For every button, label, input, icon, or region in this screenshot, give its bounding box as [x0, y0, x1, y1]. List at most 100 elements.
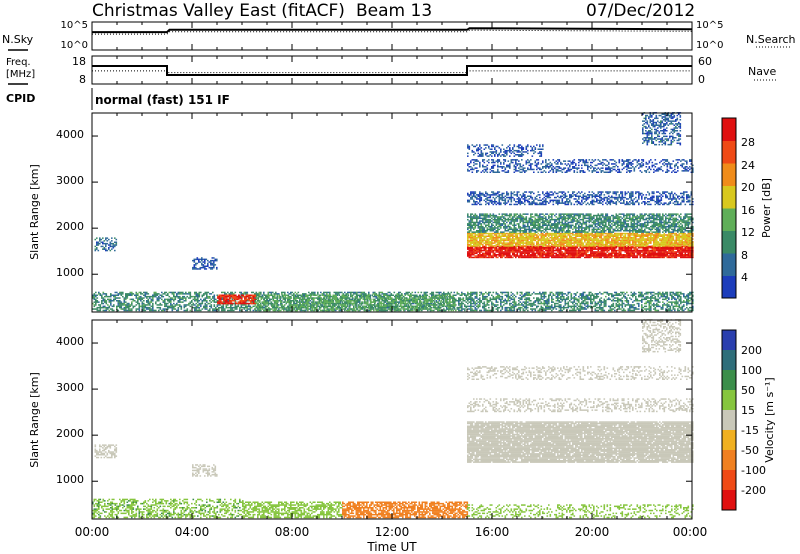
power-cells-cell-r0 — [287, 306, 289, 308]
power-cells-cell-r0 — [131, 299, 133, 301]
power-cells-cell-r0 — [641, 292, 643, 294]
power-cells-cell-r0 — [224, 292, 226, 294]
power-cells-cell-r0 — [230, 293, 232, 295]
power-cells-cell-r0 — [179, 296, 181, 298]
power-cells-cell-r0 — [377, 308, 379, 310]
power-cells-cell-r0 — [581, 299, 583, 301]
power-cells-cell-r0 — [482, 307, 484, 309]
power-cells-cell-r0 — [197, 300, 199, 302]
power-cells-cell-r0 — [565, 304, 567, 306]
power-cells-cell-r0 — [310, 303, 312, 305]
power-cells-cell-r0 — [197, 310, 199, 312]
power-cells-cell-r0 — [131, 308, 133, 310]
power-cells-cell-r0 — [145, 292, 147, 294]
power-cells-cell-r1 — [231, 296, 233, 298]
power-cells-cell-r0 — [194, 292, 196, 294]
power-cells-cell-r0 — [128, 306, 130, 308]
power-cells-cell-r0 — [214, 310, 216, 312]
power-cells-cell-r0 — [104, 293, 106, 295]
power-cells-cell-r0 — [676, 299, 678, 301]
power-cells-cell-r0 — [98, 293, 100, 295]
power-cells-cell-r0 — [676, 301, 678, 303]
power-cells-cell-r0 — [298, 292, 300, 294]
power-cells-cell-r0 — [658, 299, 660, 301]
power-cells-cell-r0 — [541, 297, 543, 299]
power-cells-cell-r0 — [488, 301, 490, 303]
power-cells-cell-r0 — [344, 292, 346, 294]
power-cells-cell-r0 — [512, 304, 514, 306]
power-cells-cell-r1 — [219, 301, 221, 303]
power-cells-cell-r0 — [679, 300, 681, 302]
power-cells-cell-r0 — [137, 308, 139, 310]
power-cells-cell-r0 — [581, 307, 583, 309]
power-cells-cell-r1 — [225, 300, 227, 302]
power-cells-cell-r0 — [140, 299, 142, 301]
power-cells-cell-r0 — [341, 292, 343, 294]
power-cells-cell-r0 — [361, 293, 363, 295]
power-cells-cell-r0 — [139, 292, 141, 294]
power-cells-cell-r0 — [223, 310, 225, 312]
power-cells-cell-r0 — [358, 295, 360, 297]
power-cells-cell-r0 — [479, 299, 481, 301]
power-cells-cell-r0 — [499, 307, 501, 309]
power-cells-cell-r0 — [460, 295, 462, 297]
power-cells-cell-r0 — [538, 297, 540, 299]
power-cells-cell-r0 — [394, 292, 396, 294]
power-cells-cell-r0 — [112, 308, 114, 310]
power-cells-cell-r0 — [565, 300, 567, 302]
power-cells-cell-r0 — [545, 306, 547, 308]
power-cells-cell-r0 — [628, 304, 630, 306]
power-cells-cell-r0 — [398, 292, 400, 294]
power-cells-cell-r0 — [179, 304, 181, 306]
power-cells-cell-r0 — [595, 296, 597, 298]
power-cells-cell-r0 — [163, 296, 165, 298]
power-cells-cell-r0 — [488, 304, 490, 306]
power-cells-cell-r0 — [269, 300, 271, 302]
power-cells-cell-r0 — [382, 292, 384, 294]
power-cells-cell-r0 — [598, 296, 600, 298]
power-cells-cell-r0 — [650, 296, 652, 298]
power-cells-cell-r0 — [127, 307, 129, 309]
power-cells-cell-r0 — [646, 308, 648, 310]
power-cells-cell-r0 — [272, 296, 274, 298]
power-cells-cell-r0 — [212, 297, 214, 299]
power-cells-cell-r0 — [674, 293, 676, 295]
power-cells-cell-r0 — [650, 310, 652, 312]
power-cells-cell-r0 — [121, 301, 123, 303]
power-cells-cell-r0 — [646, 297, 648, 299]
power-cells-cell-r0 — [125, 308, 127, 310]
power-cells-cell-r0 — [313, 293, 315, 295]
power-cells-cell-r0 — [191, 296, 193, 298]
power-cells-cell-r0 — [104, 306, 106, 308]
power-cells-cell-r0 — [602, 308, 604, 310]
power-cells-cell-r0 — [227, 307, 229, 309]
power-cells-cell-r0 — [632, 293, 634, 295]
power-cells-cell-r0 — [196, 308, 198, 310]
power-cells-cell-r0 — [590, 295, 592, 297]
power-cells-cell-r0 — [451, 292, 453, 294]
power-cells-cell-r0 — [154, 296, 156, 298]
power-cells-cell-r0 — [649, 308, 651, 310]
power-cells-cell-r0 — [550, 292, 552, 294]
power-cells-cell-r0 — [95, 295, 97, 297]
freq-left-tick-bottom: 8 — [79, 73, 86, 86]
power-cells-cell-r0 — [103, 292, 105, 294]
power-cells-cell-r0 — [170, 299, 172, 301]
power-cells-cell-r0 — [466, 301, 468, 303]
power-cells-cell-r0 — [319, 295, 321, 297]
power-cells-cell-r0 — [532, 304, 534, 306]
power-cells-cell-r0 — [167, 306, 169, 308]
power-cells-cell-r0 — [604, 306, 606, 308]
power-cells-cell-r0 — [626, 299, 628, 301]
power-cells-cell-r0 — [158, 293, 160, 295]
power-cells-cell-r0 — [406, 293, 408, 295]
power-cells-cell-r0 — [106, 310, 108, 312]
power-cells-cell-r0 — [257, 308, 259, 310]
power-cells-cell-r0 — [589, 293, 591, 295]
power-cells-cell-r0 — [476, 308, 478, 310]
power-cells-cell-r0 — [128, 308, 130, 310]
power-cells-cell-r0 — [100, 293, 102, 295]
power-cells-cell-r0 — [455, 300, 457, 302]
power-cells-cell-r0 — [526, 301, 528, 303]
power-cells-cell-r0 — [439, 293, 441, 295]
